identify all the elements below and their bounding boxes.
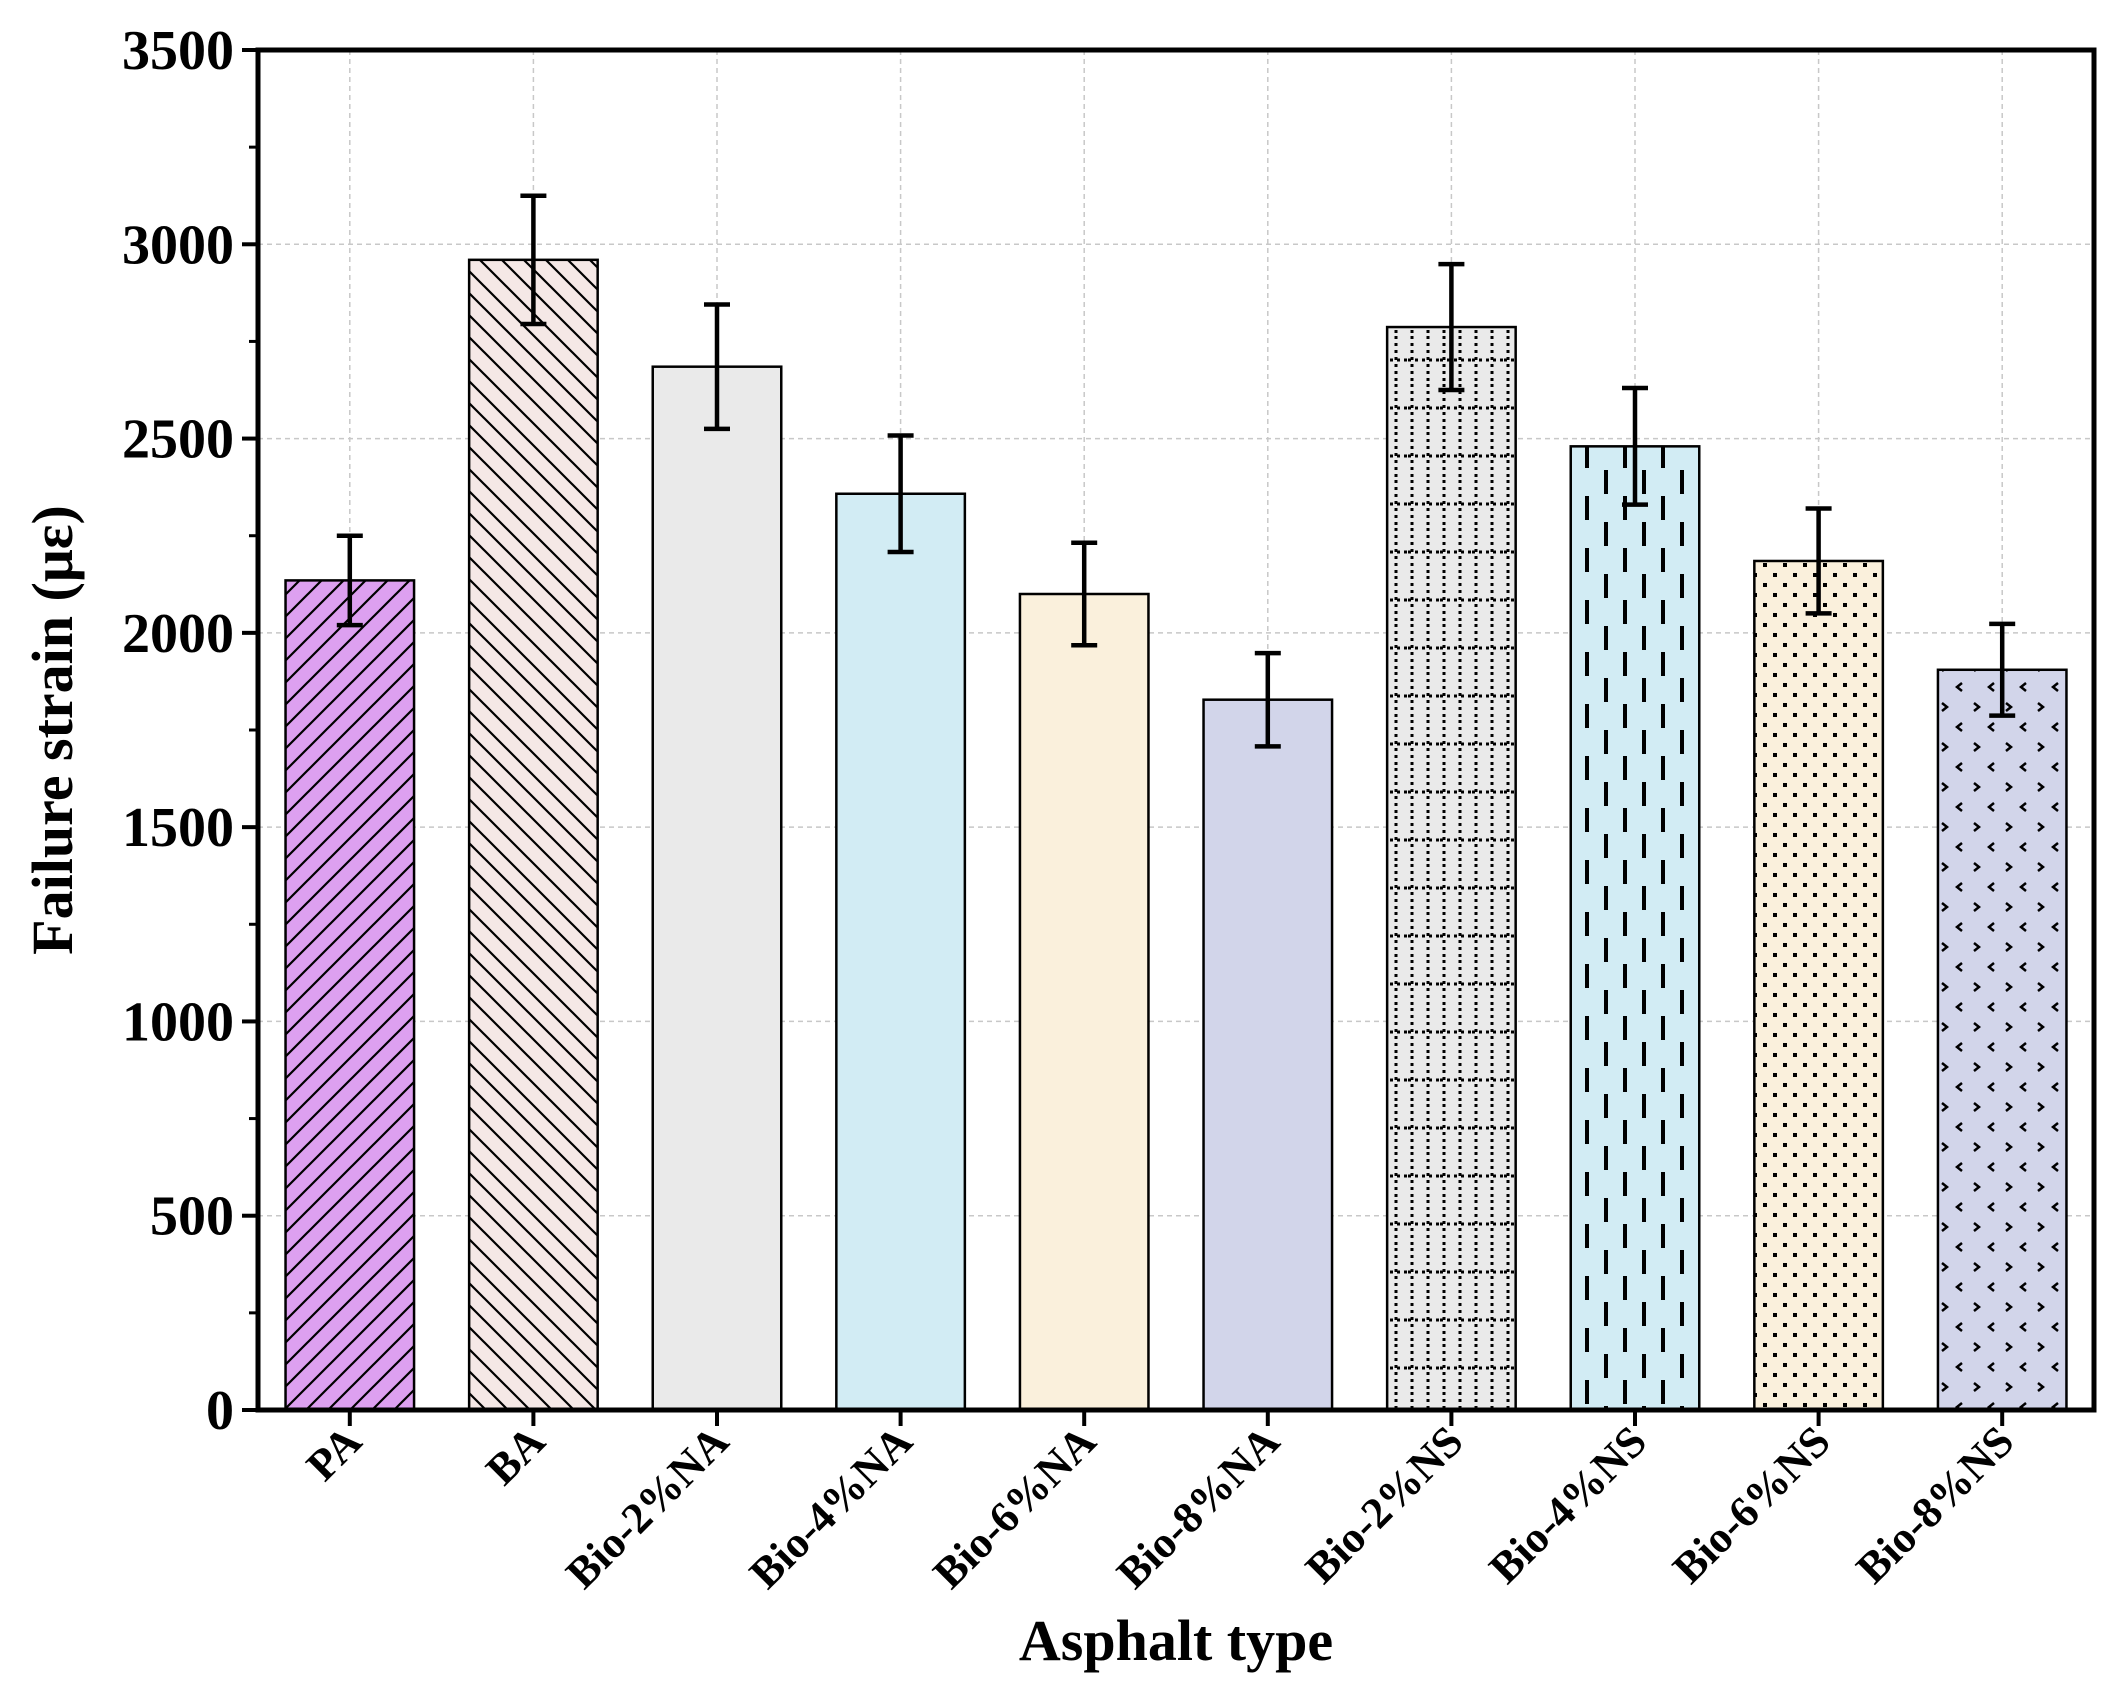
bar-PA-pattern bbox=[285, 580, 415, 1410]
bar-Bio-2%NA-fill bbox=[652, 366, 782, 1411]
y-tick-label-500: 500 bbox=[150, 1186, 234, 1248]
x-axis-ticks: PA BA Bio-2%NA Bio-4%NA Bio-6%NA Bio-8%NA Bio-… bbox=[297, 1410, 2023, 1598]
x-tick-label-Bio-6%NA: Bio-6%NA bbox=[924, 1416, 1106, 1598]
y-tick-label-3500: 3500 bbox=[122, 20, 234, 82]
x-tick-label-Bio-2%NA: Bio-2%NA bbox=[556, 1416, 738, 1598]
x-tick-label-Bio-6%NS: Bio-6%NS bbox=[1663, 1416, 1839, 1592]
bar-Bio-2%NS-pattern bbox=[1387, 327, 1516, 1411]
bars bbox=[284, 258, 2068, 1412]
x-tick-label-Bio-4%NA: Bio-4%NA bbox=[740, 1416, 922, 1598]
y-axis-title: Failure strain (με) bbox=[20, 505, 85, 955]
y-tick-label-0: 0 bbox=[206, 1380, 234, 1442]
error-bars bbox=[336, 193, 2016, 749]
x-tick-label-PA: PA bbox=[297, 1416, 371, 1490]
bar-Bio-4%NA-fill bbox=[836, 493, 965, 1411]
y-tick-label-1500: 1500 bbox=[122, 797, 234, 859]
x-tick-label-Bio-8%NS: Bio-8%NS bbox=[1847, 1416, 2023, 1592]
bar-BA-pattern bbox=[469, 259, 598, 1410]
y-axis-ticks: 0 500 1000 1500 2000 2500 3000 3500 bbox=[122, 20, 258, 1442]
y-tick-label-1000: 1000 bbox=[122, 991, 234, 1053]
bar-Bio-6%NA-fill bbox=[1019, 594, 1149, 1410]
y-tick-label-2500: 2500 bbox=[122, 409, 234, 471]
y-tick-label-3000: 3000 bbox=[122, 214, 234, 276]
x-tick-label-Bio-2%NS: Bio-2%NS bbox=[1296, 1416, 1472, 1592]
bar-Bio-8%NA-fill bbox=[1203, 699, 1333, 1410]
bar-Bio-4%NS-pattern bbox=[1570, 446, 1700, 1410]
x-tick-label-Bio-8%NA: Bio-8%NA bbox=[1107, 1416, 1289, 1598]
x-tick-label-Bio-4%NS: Bio-4%NS bbox=[1480, 1416, 1656, 1592]
x-tick-label-BA: BA bbox=[477, 1416, 555, 1494]
x-axis-title: Asphalt type bbox=[1019, 1608, 1333, 1673]
bar-Bio-6%NS-pattern bbox=[1754, 560, 1883, 1410]
y-tick-label-2000: 2000 bbox=[122, 603, 234, 665]
bar-Bio-8%NS-pattern bbox=[1937, 669, 2067, 1410]
